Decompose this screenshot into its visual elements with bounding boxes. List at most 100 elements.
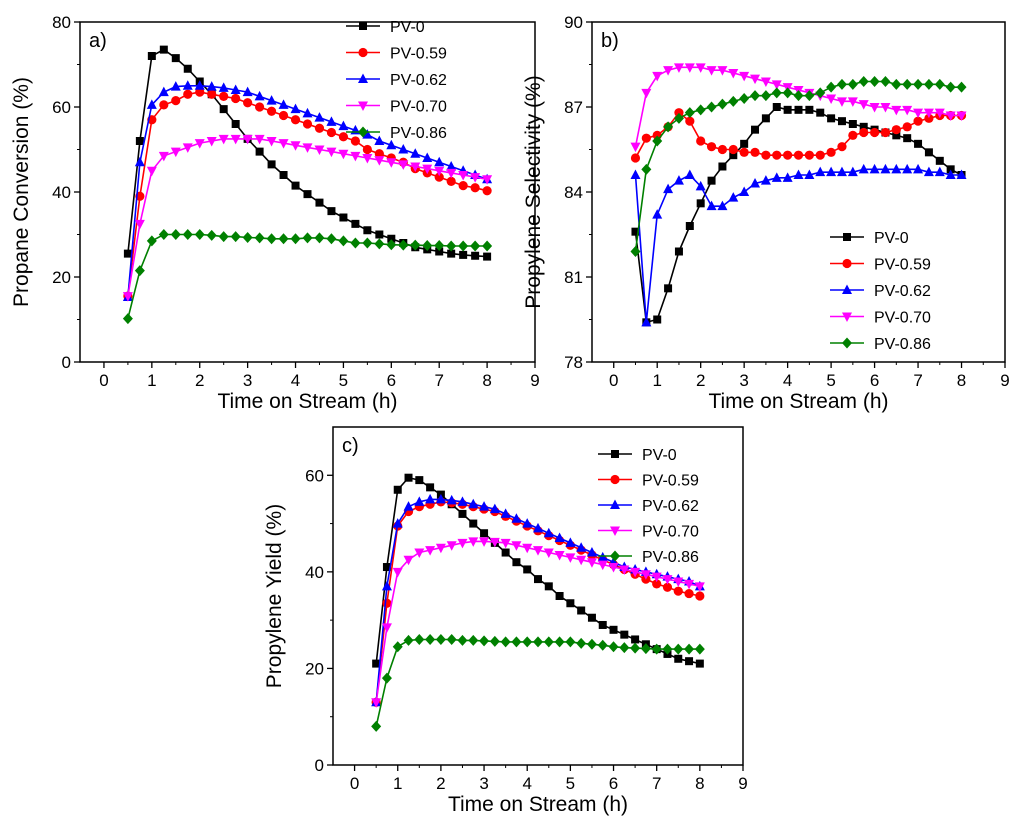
x-tick-label: 5 (566, 774, 575, 793)
data-point (684, 588, 694, 599)
data-point (739, 147, 749, 157)
data-point (923, 108, 934, 119)
data-point (326, 147, 337, 158)
data-point (501, 548, 510, 557)
data-point (717, 98, 728, 110)
x-tick-label: 9 (1000, 371, 1009, 390)
data-point (608, 641, 619, 653)
series-line (127, 138, 488, 297)
data-point (837, 142, 847, 152)
data-point (717, 200, 728, 211)
data-point (218, 231, 229, 243)
data-point (500, 508, 511, 518)
data-point (847, 166, 858, 177)
data-point (684, 579, 695, 590)
data-point (696, 136, 706, 146)
data-point (500, 636, 511, 648)
plot-frame (332, 426, 744, 766)
x-tick-label: 0 (350, 774, 359, 793)
data-point (869, 163, 880, 174)
x-tick-label: 3 (243, 371, 252, 390)
data-point (479, 635, 490, 647)
data-point (652, 71, 663, 82)
data-point (242, 231, 253, 243)
data-point (935, 156, 944, 165)
data-point (750, 178, 761, 188)
data-point (458, 240, 469, 252)
data-point (836, 166, 847, 177)
data-point (278, 139, 289, 149)
y-tick-label: 0 (315, 756, 324, 775)
data-point (826, 166, 837, 177)
data-point (386, 239, 397, 251)
data-point (815, 150, 825, 160)
data-point (543, 636, 554, 648)
data-point (338, 132, 349, 142)
data-point (398, 144, 409, 154)
data-point (266, 137, 277, 147)
data-point (934, 166, 945, 177)
data-point (182, 229, 193, 240)
data-point (695, 659, 704, 668)
data-point (913, 116, 923, 126)
x-axis-title: Time on Stream (h) (217, 390, 397, 413)
legend-entry: PV-0 (642, 447, 677, 464)
data-point (393, 485, 402, 494)
data-point (435, 543, 446, 554)
data-point (171, 96, 181, 106)
data-point (576, 542, 587, 552)
data-point (459, 250, 468, 259)
data-point (363, 226, 372, 235)
data-point (422, 240, 433, 252)
data-point (565, 553, 576, 563)
data-point (783, 105, 792, 114)
x-tick-label: 3 (479, 774, 488, 793)
data-point (652, 579, 662, 589)
data-point (543, 548, 554, 559)
data-point (576, 555, 587, 566)
data-point (662, 643, 673, 655)
data-point (836, 97, 847, 107)
data-point (902, 105, 913, 116)
data-point (684, 63, 695, 73)
data-point (350, 237, 361, 249)
data-point (771, 87, 782, 99)
data-point (435, 493, 446, 504)
data-point (183, 64, 192, 73)
data-point (468, 498, 479, 509)
data-point (664, 284, 673, 293)
data-point (946, 165, 955, 174)
legend-entry: PV-0.62 (642, 498, 699, 515)
data-point (446, 633, 457, 645)
data-point (435, 247, 444, 256)
data-point (483, 252, 492, 261)
data-point (772, 150, 782, 160)
data-point (123, 249, 132, 258)
x-tick-label: 1 (393, 774, 402, 793)
data-point (522, 518, 533, 528)
data-point (717, 66, 728, 76)
data-point (386, 158, 397, 168)
data-point (480, 529, 489, 538)
x-tick-label: 4 (291, 371, 300, 390)
data-point (326, 127, 337, 138)
data-point (291, 181, 300, 190)
data-point (338, 149, 349, 160)
data-point (458, 181, 468, 191)
data-point (386, 139, 397, 150)
data-point (597, 560, 608, 571)
data-point (446, 161, 457, 171)
x-tick-label: 7 (652, 774, 661, 793)
data-point (469, 519, 478, 528)
data-point (182, 143, 193, 153)
data-point (457, 496, 468, 506)
x-tick-label: 9 (530, 371, 539, 390)
data-point (728, 69, 739, 79)
data-point (848, 120, 857, 128)
data-point (266, 233, 277, 245)
data-point (640, 643, 651, 655)
data-point (913, 78, 924, 90)
data-point (544, 582, 553, 591)
data-point (422, 152, 433, 162)
data-point (892, 131, 901, 140)
